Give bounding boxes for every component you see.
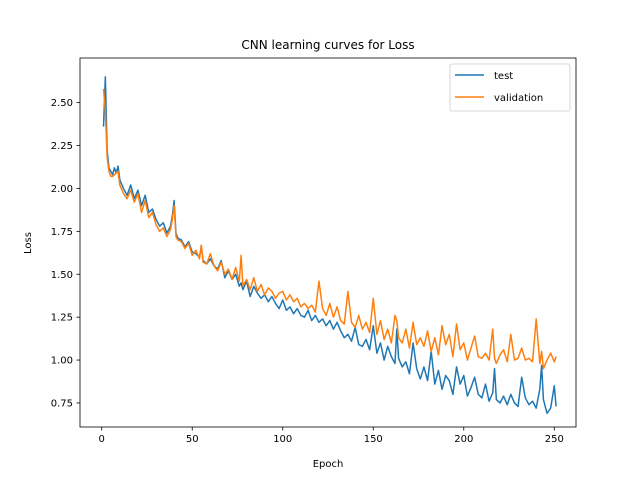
- x-axis-label: Epoch: [313, 459, 344, 470]
- chart-title: CNN learning curves for Loss: [241, 38, 414, 52]
- x-tick-label: 150: [364, 434, 383, 445]
- y-tick-label: 1.50: [51, 270, 73, 281]
- plot-area: [79, 57, 577, 428]
- x-tick-label: 0: [99, 434, 105, 445]
- x-tick-label: 250: [545, 434, 564, 445]
- y-tick-label: 1.75: [51, 227, 73, 238]
- legend-label-test: test: [494, 71, 513, 82]
- plot-frame: [79, 57, 577, 428]
- x-tick-label: 50: [186, 434, 199, 445]
- series-line-validation: [102, 88, 557, 370]
- y-tick-label: 1.25: [51, 313, 73, 324]
- y-tick-label: 2.50: [51, 98, 73, 109]
- y-tick-label: 2.25: [51, 141, 73, 152]
- legend: test validation: [449, 63, 571, 112]
- series-line-test: [102, 76, 557, 415]
- x-tick-label: 100: [273, 434, 292, 445]
- y-axis: 0.75 1.00 1.25 1.50 1.75 2.00 2.25 2.50: [51, 98, 80, 409]
- y-axis-label: Loss: [23, 232, 34, 254]
- y-tick-label: 2.00: [51, 184, 73, 195]
- legend-label-validation: validation: [494, 93, 543, 104]
- y-tick-label: 1.00: [51, 356, 73, 367]
- x-tick-label: 200: [454, 434, 473, 445]
- series-layer: [102, 76, 557, 415]
- x-axis: 0 50 100 150 200 250: [99, 427, 564, 445]
- y-tick-label: 0.75: [51, 398, 73, 409]
